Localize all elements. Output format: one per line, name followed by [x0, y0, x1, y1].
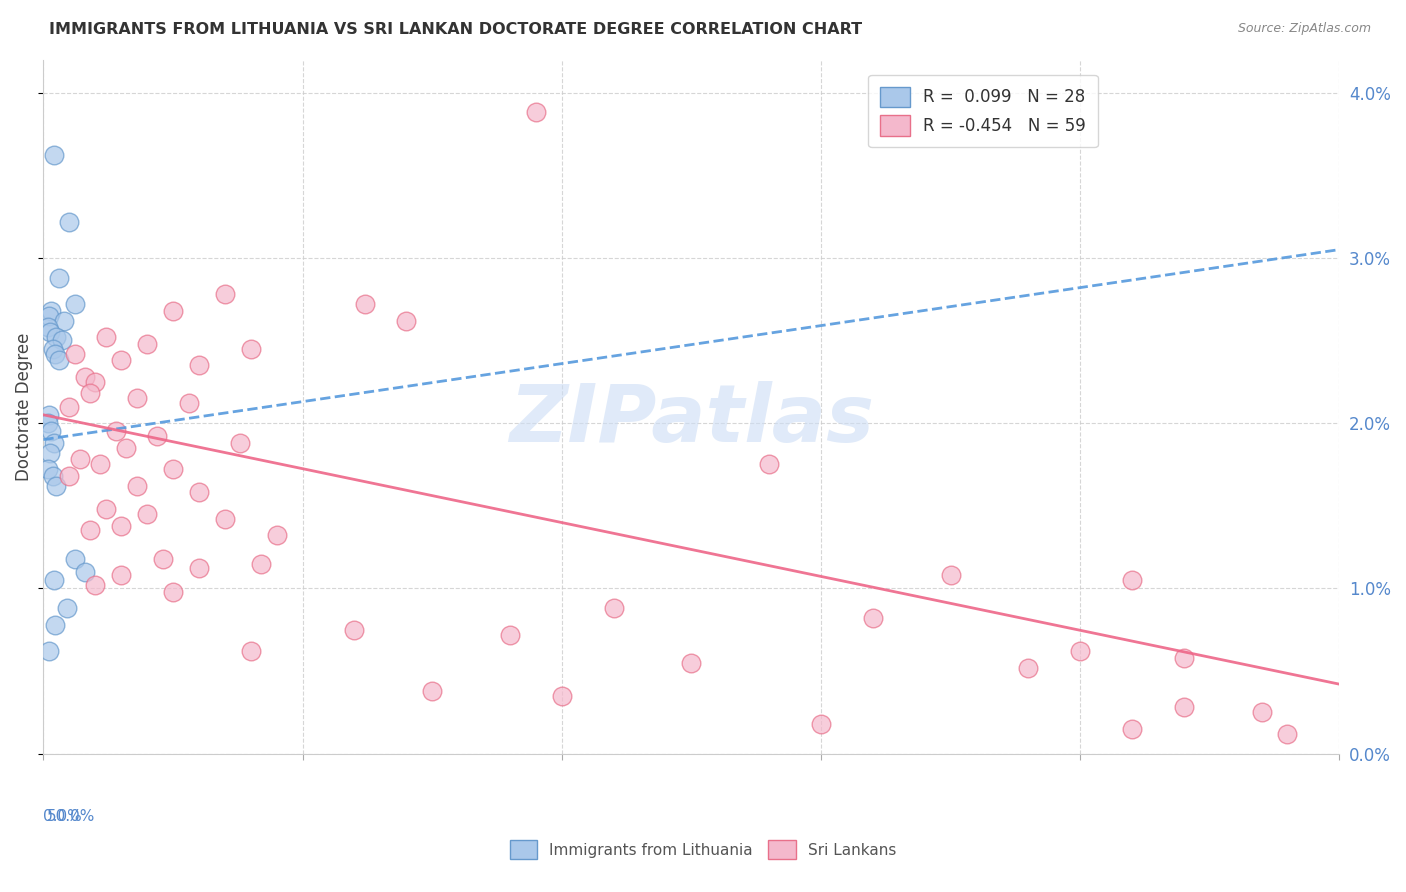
- Point: [499, 627, 522, 641]
- Point: [84, 578, 107, 592]
- Point: [39, 303, 62, 318]
- Point: [146, 429, 169, 443]
- Point: [39, 425, 62, 439]
- Point: [551, 689, 574, 703]
- Point: [38, 644, 60, 658]
- Point: [1121, 573, 1143, 587]
- Point: [266, 528, 288, 542]
- Point: [758, 458, 780, 472]
- Point: [69, 452, 91, 467]
- Point: [1173, 700, 1195, 714]
- Text: 50.0%: 50.0%: [46, 809, 96, 824]
- Point: [681, 656, 703, 670]
- Point: [45, 330, 67, 344]
- Point: [810, 716, 832, 731]
- Point: [1250, 705, 1272, 719]
- Point: [110, 518, 132, 533]
- Point: [42, 573, 65, 587]
- Point: [79, 386, 101, 401]
- Point: [136, 336, 159, 351]
- Point: [42, 436, 65, 450]
- Point: [53, 313, 76, 327]
- Point: [1173, 650, 1195, 665]
- Point: [58, 214, 80, 228]
- Point: [73, 565, 96, 579]
- Point: [229, 436, 252, 450]
- Point: [524, 105, 547, 120]
- Point: [37, 462, 59, 476]
- Point: [79, 524, 101, 538]
- Legend: Immigrants from Lithuania, Sri Lankans: Immigrants from Lithuania, Sri Lankans: [502, 832, 904, 866]
- Point: [63, 297, 86, 311]
- Point: [136, 507, 159, 521]
- Point: [939, 568, 962, 582]
- Point: [51, 334, 73, 348]
- Point: [104, 425, 127, 439]
- Point: [44, 347, 66, 361]
- Point: [214, 512, 236, 526]
- Text: ZIPatlas: ZIPatlas: [509, 382, 875, 459]
- Point: [45, 479, 67, 493]
- Point: [44, 617, 66, 632]
- Point: [343, 623, 366, 637]
- Point: [187, 485, 209, 500]
- Point: [162, 303, 184, 318]
- Point: [115, 441, 138, 455]
- Point: [63, 347, 86, 361]
- Point: [110, 568, 132, 582]
- Point: [1277, 727, 1299, 741]
- Point: [125, 392, 148, 406]
- Point: [1121, 722, 1143, 736]
- Point: [239, 644, 262, 658]
- Text: Source: ZipAtlas.com: Source: ZipAtlas.com: [1237, 22, 1371, 36]
- Point: [395, 313, 418, 327]
- Point: [420, 683, 443, 698]
- Point: [110, 353, 132, 368]
- Point: [55, 601, 77, 615]
- Legend: R =  0.099   N = 28, R = -0.454   N = 59: R = 0.099 N = 28, R = -0.454 N = 59: [869, 75, 1098, 147]
- Y-axis label: Doctorate Degree: Doctorate Degree: [15, 333, 32, 481]
- Point: [187, 561, 209, 575]
- Point: [38, 446, 60, 460]
- Point: [94, 502, 117, 516]
- Point: [58, 400, 80, 414]
- Point: [48, 353, 70, 368]
- Point: [38, 408, 60, 422]
- Point: [250, 557, 273, 571]
- Point: [162, 462, 184, 476]
- Point: [38, 325, 60, 339]
- Point: [353, 297, 375, 311]
- Point: [42, 148, 65, 162]
- Point: [58, 469, 80, 483]
- Point: [73, 369, 96, 384]
- Point: [42, 342, 65, 356]
- Point: [37, 416, 59, 430]
- Point: [152, 551, 174, 566]
- Point: [94, 330, 117, 344]
- Point: [48, 270, 70, 285]
- Point: [37, 320, 59, 334]
- Point: [89, 458, 111, 472]
- Point: [125, 479, 148, 493]
- Point: [38, 309, 60, 323]
- Text: IMMIGRANTS FROM LITHUANIA VS SRI LANKAN DOCTORATE DEGREE CORRELATION CHART: IMMIGRANTS FROM LITHUANIA VS SRI LANKAN …: [49, 22, 862, 37]
- Point: [1069, 644, 1091, 658]
- Point: [187, 358, 209, 372]
- Point: [1017, 660, 1039, 674]
- Text: 0.0%: 0.0%: [44, 809, 82, 824]
- Point: [177, 396, 200, 410]
- Point: [84, 375, 107, 389]
- Point: [602, 601, 624, 615]
- Point: [42, 469, 65, 483]
- Point: [162, 584, 184, 599]
- Point: [63, 551, 86, 566]
- Point: [862, 611, 884, 625]
- Point: [214, 287, 236, 301]
- Point: [239, 342, 262, 356]
